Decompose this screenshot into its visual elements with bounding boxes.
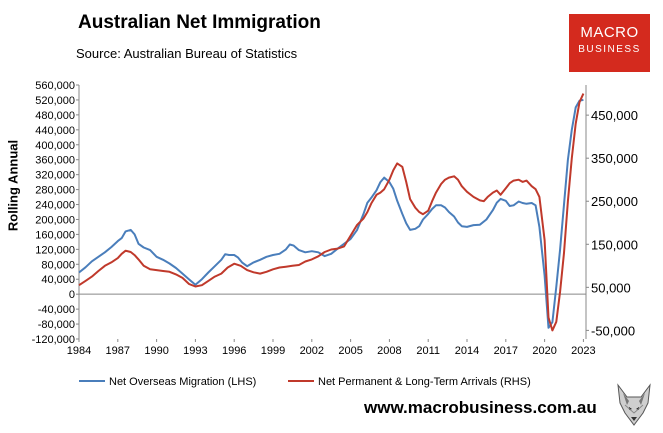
left-tick-label: 560,000 [35,80,75,92]
legend-label: Net Overseas Migration (LHS) [109,376,256,388]
left-tick-label: 360,000 [35,155,75,167]
x-tick-label: 2008 [377,345,401,357]
brand-line1: MACRO [580,24,639,41]
x-tick-label: 2002 [300,345,324,357]
left-tick-label: 200,000 [35,214,75,226]
fox-logo-icon [617,383,651,426]
right-axis-ticks: 450,000 350,000 250,000 150,000 50,000 -50,00… [586,108,638,338]
left-tick-label: 160,000 [35,229,75,241]
x-tick-label: 1990 [144,345,168,357]
right-tick-label: 50,000 [591,280,631,295]
left-tick-label: -40,000 [38,304,75,316]
x-tick-label: 2011 [416,345,440,357]
left-tick-label: 0 [69,289,75,301]
legend-label: Net Permanent & Long-Term Arrivals (RHS) [318,376,531,388]
left-tick-label: 280,000 [35,185,75,197]
brand-line2: BUSINESS [578,44,641,55]
x-tick-label: 2014 [455,345,479,357]
left-tick-label: 440,000 [35,125,75,137]
x-axis-ticks: 1984 1987 1990 1993 1996 1999 2002 2005 2008 2011… [67,339,596,357]
website-url: www.macrobusiness.com.au [364,398,597,417]
left-tick-label: -80,000 [38,319,75,331]
x-tick-label: 1993 [183,345,207,357]
left-tick-label: 240,000 [35,200,75,212]
chart-axes [78,85,587,339]
x-tick-label: 1987 [106,345,130,357]
left-tick-label: 120,000 [35,244,75,256]
right-tick-label: 350,000 [591,151,638,166]
left-tick-label: 80,000 [41,259,75,271]
left-axis-ticks: 560,000 520,000 480,000 440,000 400,000 360,0… [32,80,79,346]
right-tick-label: -50,000 [591,323,635,338]
left-tick-label: 520,000 [35,95,75,107]
x-tick-label: 2005 [338,345,362,357]
x-tick-label: 2017 [494,345,518,357]
x-tick-label: 1984 [67,345,91,357]
chart-source: Source: Australian Bureau of Statistics [76,46,298,61]
chart-title: Australian Net Immigration [78,12,321,33]
x-tick-label: 1999 [261,345,285,357]
left-tick-label: 480,000 [35,110,75,122]
left-tick-label: 400,000 [35,140,75,152]
left-tick-label: 40,000 [41,274,75,286]
chart-series [78,93,585,332]
right-tick-label: 150,000 [591,237,638,252]
series-line-net-permanent-long-term-arrivals [78,93,585,332]
x-tick-label: 2023 [571,345,595,357]
chart-legend: Net Overseas Migration (LHS) Net Permanen… [79,376,531,388]
right-tick-label: 450,000 [591,108,638,123]
x-tick-label: 1996 [222,345,246,357]
left-tick-label: -120,000 [32,334,75,346]
right-tick-label: 250,000 [591,194,638,209]
macrobusiness-logo: MACRO BUSINESS [569,14,650,72]
left-tick-label: 320,000 [35,170,75,182]
x-tick-label: 2020 [532,345,556,357]
series-line-net-overseas-migration [78,98,584,329]
